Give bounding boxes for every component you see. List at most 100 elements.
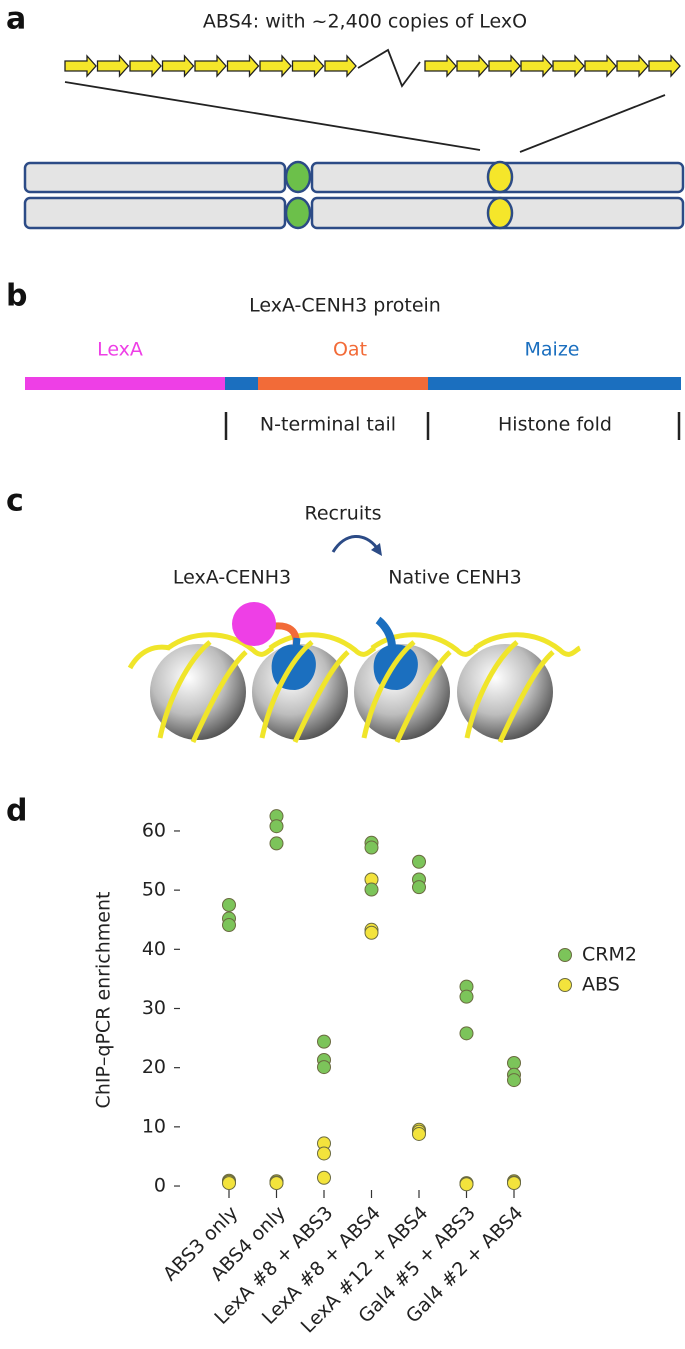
data-point	[459, 989, 474, 1004]
arrow-head	[371, 543, 382, 556]
maize-tail	[292, 637, 301, 649]
oat-domain	[258, 377, 428, 390]
data-point	[222, 897, 236, 912]
panel-label: a	[6, 2, 26, 37]
recruit-arrow	[331, 535, 379, 553]
lexo-arrow	[194, 54, 227, 78]
centromere	[284, 160, 312, 194]
lexa-domain	[25, 377, 225, 390]
data-point	[412, 1126, 426, 1141]
nucleosomes	[127, 602, 582, 744]
histone-core	[150, 644, 246, 740]
lexo-arrow	[291, 54, 325, 78]
data-point	[507, 1073, 521, 1088]
y-tick-label: 50	[142, 879, 166, 901]
lexo-array	[64, 54, 681, 78]
dna	[473, 632, 582, 657]
domain-label: Oat	[333, 339, 367, 361]
native-tail	[375, 616, 396, 649]
dna	[190, 650, 248, 744]
chromosomes	[23, 160, 685, 230]
lexo-arrow	[161, 54, 195, 78]
data-point	[317, 1060, 331, 1075]
data-point	[507, 1176, 521, 1191]
maize-domain	[225, 377, 258, 390]
centromere	[284, 196, 312, 230]
lexo-arrow	[456, 54, 489, 78]
data-point	[222, 918, 236, 933]
data-point	[317, 1146, 331, 1161]
lexo-arrow	[96, 54, 130, 78]
dna	[127, 644, 171, 670]
break	[357, 48, 421, 88]
y-axis-label: ChIP–qPCR enrichment	[93, 892, 115, 1109]
lexo-arrow	[552, 54, 585, 78]
dna	[157, 640, 212, 739]
dna	[497, 650, 555, 744]
data-point	[507, 1055, 521, 1070]
panel-label: b	[6, 279, 27, 314]
region-label: N-terminal tail	[260, 414, 396, 436]
panel-title: ABS4: with ~2,400 copies of LexO	[203, 11, 527, 33]
data-point	[412, 880, 426, 895]
abs4-site	[486, 160, 514, 194]
data-point	[364, 840, 379, 855]
legend-marker	[558, 978, 572, 992]
dna	[464, 640, 519, 739]
data-point	[269, 836, 284, 851]
panel-title: LexA-CENH3 protein	[249, 295, 441, 317]
data-point	[269, 1176, 284, 1191]
dna	[361, 640, 416, 739]
lexo-arrow	[424, 54, 457, 78]
y-tick-label: 0	[154, 1175, 166, 1197]
y-tick-label: 20	[142, 1056, 166, 1078]
lexo-arrow	[259, 54, 292, 78]
legend-marker	[558, 948, 572, 962]
lexo-arrow	[226, 54, 260, 78]
panel-label: c	[6, 484, 24, 519]
legend-label: ABS	[582, 974, 620, 996]
y-tick-label: 30	[142, 997, 166, 1019]
zoom-line	[519, 94, 666, 153]
data-point	[459, 1026, 474, 1041]
zoom-line	[64, 81, 481, 151]
data-point	[222, 1176, 236, 1191]
y-tick-label: 40	[142, 938, 166, 960]
domain-label: Maize	[525, 339, 580, 361]
panel-label: d	[6, 794, 27, 829]
lexo-arrow	[520, 54, 553, 78]
dna	[394, 650, 452, 744]
data-point	[364, 882, 379, 897]
region-label: Histone fold	[498, 414, 612, 436]
dna	[166, 632, 275, 657]
dna	[292, 650, 350, 744]
lexo-arrow	[324, 54, 357, 78]
region-ticks	[224, 412, 681, 440]
data-point	[459, 1177, 474, 1192]
lexo-arrow	[648, 54, 681, 78]
domain-label: LexA	[97, 339, 143, 361]
lexo-arrow	[488, 54, 521, 78]
lexo-arrow	[64, 54, 97, 78]
dna	[259, 640, 314, 739]
annotation: Native CENH3	[388, 567, 521, 589]
data-point	[364, 925, 379, 940]
data-point	[269, 819, 284, 834]
histone-core	[457, 644, 553, 740]
lexa	[232, 602, 276, 646]
y-tick-label: 60	[142, 819, 166, 841]
maize-domain	[428, 377, 681, 390]
lexo-arrow	[129, 54, 162, 78]
abs4-site	[486, 196, 514, 230]
annotation: Recruits	[305, 503, 382, 525]
chromatid	[23, 161, 287, 194]
annotation: LexA-CENH3	[173, 567, 291, 589]
data-point	[317, 1034, 331, 1049]
legend-label: CRM2	[582, 944, 637, 966]
lexo-arrow	[584, 54, 617, 78]
data-point	[317, 1170, 331, 1185]
chromatid	[23, 196, 287, 230]
lexo-arrow	[616, 54, 649, 78]
dna	[268, 632, 377, 657]
